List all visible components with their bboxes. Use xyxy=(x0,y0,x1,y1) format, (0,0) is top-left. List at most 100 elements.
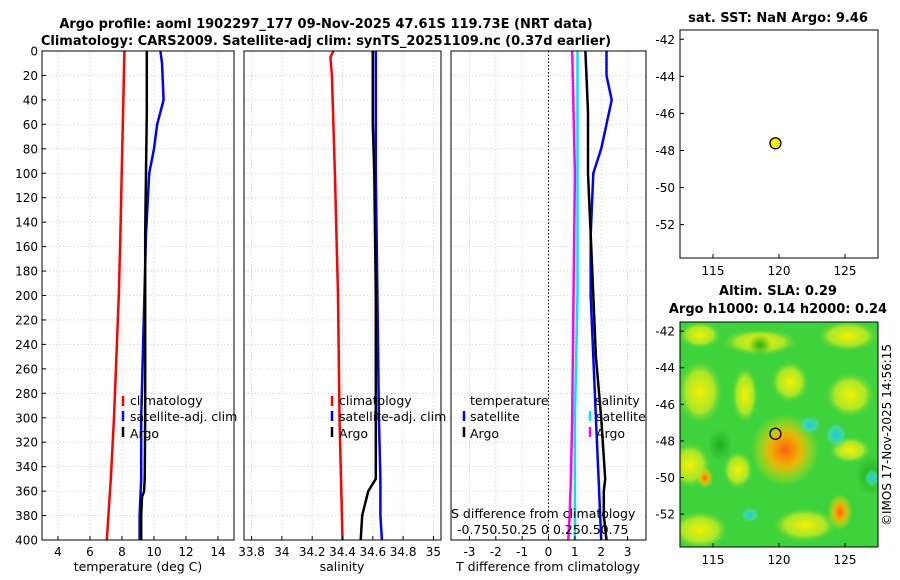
map-ytick-label: -52 xyxy=(655,508,675,522)
map-ytick-label: -44 xyxy=(655,70,675,84)
map-xtick-label: 120 xyxy=(768,264,791,278)
figure-title-line1: Argo profile: aoml 1902297_177 09-Nov-20… xyxy=(59,17,592,32)
map-ytick-label: -50 xyxy=(655,471,675,485)
legend-satellite-label: satellite-adj. clim xyxy=(339,409,446,424)
xtick-label: 14 xyxy=(210,545,225,559)
sla-blob xyxy=(798,415,822,435)
ytick-label: 380 xyxy=(15,509,38,523)
sla-blob xyxy=(864,468,878,488)
temperature-legend: climatology satellite-adj. clim Argo xyxy=(121,393,237,441)
legend-salinity-heading: salinity xyxy=(595,393,640,408)
series-line-argo xyxy=(139,51,149,540)
sla-blob xyxy=(748,335,772,355)
salinity-xticks: 33.8 34 34.2 34.4 34.6 34.8 35 xyxy=(238,536,441,559)
legend-argo-label: Argo xyxy=(339,426,368,441)
difference-panel: -3 -2 -1 0 1 2 3 T difference from climatology… xyxy=(450,50,647,574)
legend-climatology-label: climatology xyxy=(130,393,203,408)
map-ytick-label: -42 xyxy=(655,325,675,339)
ytick-label: 200 xyxy=(15,289,38,303)
xtick-label: 3 xyxy=(624,545,632,559)
sla-map-title-line1: Altim. SLA: 0.29 xyxy=(719,284,837,299)
map-xtick-label: 115 xyxy=(702,264,725,278)
sla-blob xyxy=(816,322,878,352)
sst-map-points xyxy=(769,137,782,150)
figure-title-line2: Climatology: CARS2009. Satellite-adj cli… xyxy=(41,34,611,49)
series-line-climatology xyxy=(329,50,344,541)
depth-yticks: 0 20 40 60 80 100 120 140 160 180 200 220 240 260 280 3… xyxy=(15,45,46,548)
map-xtick-label: 120 xyxy=(768,553,791,567)
temperature-grid xyxy=(42,51,234,540)
ytick-label: 260 xyxy=(15,362,38,376)
temperature-xlabel: temperature (deg C) xyxy=(74,559,203,574)
s-difference-ticks: -0.750.50.25 0 0.250.50.75 xyxy=(457,522,629,537)
series-line-argo xyxy=(359,51,378,541)
salinity-panel: 33.8 34 34.2 34.4 34.6 34.8 35 salinity climat… xyxy=(238,50,446,574)
xtick-label: 0 xyxy=(545,545,553,559)
legend-climatology-label: climatology xyxy=(339,393,412,408)
sst-map-yticks: -42 -44 -46 -48 -50 -52 xyxy=(655,33,684,232)
salinity-legend: climatology satellite-adj. clim Argo xyxy=(330,393,446,441)
xtick-label: 33.8 xyxy=(238,545,265,559)
legend-t-satellite-label: satellite xyxy=(470,409,520,424)
xtick-label: 34.4 xyxy=(329,545,356,559)
sla-blob xyxy=(708,429,732,461)
ytick-label: 160 xyxy=(15,240,38,254)
sla-blob xyxy=(824,421,848,449)
xtick-label: 34.2 xyxy=(299,545,326,559)
difference-grid xyxy=(451,51,646,540)
ytick-label: 20 xyxy=(23,69,38,83)
ytick-label: 400 xyxy=(15,534,38,548)
map-ytick-label: -44 xyxy=(655,361,675,375)
ytick-label: 220 xyxy=(15,313,38,327)
difference-legend: temperature satellite Argo salinity sate… xyxy=(462,393,646,441)
series-line-s-satellite xyxy=(573,51,579,540)
xtick-label: 12 xyxy=(178,545,193,559)
xtick-label: 1 xyxy=(571,545,579,559)
sla-map-panel: Altim. SLA: 0.29 Argo h1000: 0.14 h2000:… xyxy=(655,284,887,567)
sla-blob xyxy=(824,371,876,419)
temperature-xticks: 4 6 8 10 12 14 xyxy=(54,536,226,559)
sla-blob xyxy=(680,358,724,426)
ytick-label: 60 xyxy=(23,118,38,132)
salinity-xlabel: salinity xyxy=(320,559,365,574)
temperature-series xyxy=(105,50,165,541)
xtick-label: 8 xyxy=(118,545,126,559)
ytick-label: 320 xyxy=(15,436,38,450)
legend-s-satellite-label: satellite xyxy=(596,409,646,424)
series-line-t-satellite xyxy=(589,51,613,541)
ytick-label: 120 xyxy=(15,191,38,205)
xtick-label: 4 xyxy=(54,545,62,559)
sla-blob xyxy=(731,365,759,425)
series-line-satellite-adj-clim xyxy=(374,51,384,541)
ytick-label: 80 xyxy=(23,142,38,156)
ytick-label: 360 xyxy=(15,485,38,499)
sst-map-xticks: 115 120 125 xyxy=(702,254,856,278)
sla-blob xyxy=(770,360,810,404)
sla-blob xyxy=(697,468,713,488)
map-ytick-label: -42 xyxy=(655,33,675,47)
ytick-label: 140 xyxy=(15,216,38,230)
argo-location-marker xyxy=(769,137,782,150)
map-ytick-label: -50 xyxy=(655,181,675,195)
sla-blob xyxy=(722,450,754,490)
sla-blob xyxy=(771,507,839,543)
sla-blob xyxy=(680,322,722,349)
ytick-label: 240 xyxy=(15,338,38,352)
s-difference-label: S difference from climatology xyxy=(451,506,636,521)
xtick-label: -2 xyxy=(490,545,502,559)
series-line-climatology xyxy=(105,50,126,541)
legend-argo-label: Argo xyxy=(130,426,159,441)
legend-s-argo-label: Argo xyxy=(596,426,625,441)
legend-temperature-heading: temperature xyxy=(470,393,549,408)
ytick-label: 0 xyxy=(30,45,38,59)
sla-map-points xyxy=(769,427,782,440)
difference-series xyxy=(567,50,613,541)
imos-watermark: ©IMOS 17-Nov-2025 14:56:15 xyxy=(880,344,894,526)
map-ytick-label: -48 xyxy=(655,434,675,448)
sst-map-panel: sat. SST: NaN Argo: 9.46 115 120 125 -42-4… xyxy=(655,11,879,278)
map-ytick-label: -46 xyxy=(655,398,675,412)
map-ytick-label: -52 xyxy=(655,218,675,232)
series-line-s-argo xyxy=(567,50,577,541)
xtick-label: 6 xyxy=(86,545,94,559)
